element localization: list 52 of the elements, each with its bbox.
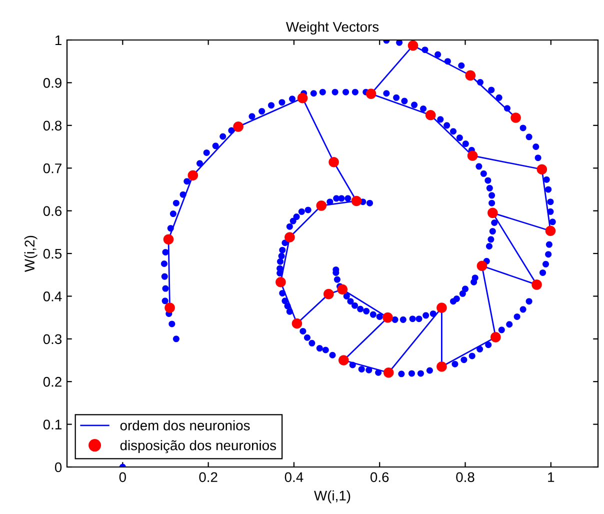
point (425, 110, 436, 120)
point (476, 260, 488, 272)
point (545, 226, 556, 236)
legend-label: ordem dos neuronios (120, 420, 250, 430)
y-tick-label: 0.8 (43, 120, 62, 131)
point (323, 288, 334, 300)
point (328, 156, 339, 168)
y-tick-label: 0.2 (43, 376, 62, 387)
y-tick-label: 0.7 (43, 163, 62, 174)
x-tick-label: 0.4 (284, 472, 304, 482)
point (436, 302, 447, 313)
point (467, 150, 478, 161)
point (351, 196, 362, 206)
point (536, 164, 548, 175)
y-tick-label: 0.9 (43, 78, 62, 88)
y-tick-label: 0.1 (43, 420, 62, 430)
point (490, 332, 501, 342)
x-tick-label: 0.8 (456, 472, 474, 482)
x-tick-label: 0 (119, 472, 126, 482)
point (188, 170, 198, 181)
y-tick-label: 0.5 (43, 248, 62, 259)
point (284, 232, 295, 242)
point (436, 362, 447, 372)
point (382, 312, 393, 323)
point (297, 92, 308, 104)
point (366, 88, 376, 99)
point (510, 112, 521, 123)
y-tick-label: 1 (55, 35, 62, 46)
y-tick-label: 0.6 (43, 206, 62, 216)
point (164, 302, 175, 313)
x-tick-label: 0.2 (199, 472, 218, 482)
point (338, 355, 349, 366)
legend-label: disposição dos neuronios (120, 440, 276, 454)
x-tick-label: 1 (548, 472, 554, 482)
point (163, 234, 174, 245)
y-tick-label: 0.3 (43, 334, 62, 344)
point (408, 40, 418, 51)
point (276, 276, 286, 288)
y-axis-title: W(i,2) (24, 236, 38, 272)
point (337, 284, 348, 295)
point (532, 280, 542, 290)
x-axis-title: W(i,1) (314, 490, 350, 504)
y-tick-label: 0.4 (43, 292, 62, 302)
point (488, 208, 498, 218)
y-tick-label: 0 (54, 462, 62, 472)
chart-title: Weight Vectors (286, 22, 379, 35)
x-tick-label: 0.6 (370, 472, 389, 482)
point (233, 122, 244, 132)
point (292, 318, 302, 329)
point (316, 200, 327, 211)
point (383, 367, 394, 378)
point (465, 70, 476, 81)
